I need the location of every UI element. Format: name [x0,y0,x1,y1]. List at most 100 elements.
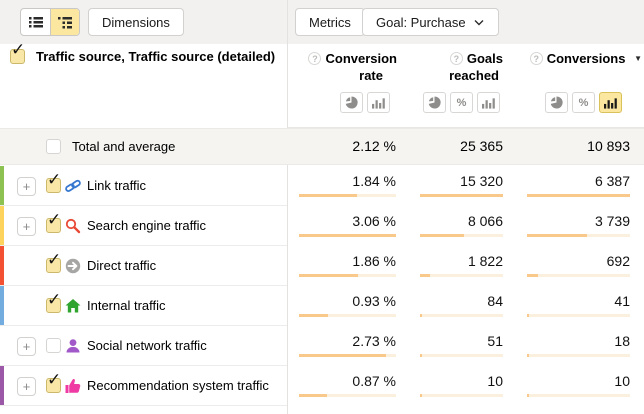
metric-bar-fill [299,274,358,277]
row-color-bar [0,206,4,245]
goals-reached-display-toggles: % [423,92,500,113]
metric-cell: 41 [527,286,630,326]
metric-cell: 84 [420,286,503,326]
metric-cell: 0.93 % [299,286,396,326]
metric-value: 0.87 % [352,373,396,389]
metric-cell: 1 822 [420,246,503,286]
metric-bar-fill [527,354,529,357]
row-label[interactable]: Recommendation system traffic [87,378,269,393]
chevron-down-icon [473,15,485,30]
expand-button[interactable]: + [17,377,36,396]
percent-icon: % [578,96,589,109]
dimension-header-label: Traffic source, Traffic source (detailed… [36,49,276,64]
metric-value: 51 [487,333,503,349]
metric-bar-track [299,354,396,357]
metric-bar-track [527,354,630,357]
row-checkbox[interactable]: ✓ [46,210,61,233]
help-icon[interactable]: ? [308,52,322,65]
pie-chart-button[interactable] [545,92,568,113]
metric-bar-fill [420,194,503,197]
metric-cell: 3 739 [527,206,630,246]
bar-chart-button[interactable] [367,92,390,113]
metric-bar-fill [299,234,396,237]
table-row: + ✓ Social network traffic 2.73 % 51 18 [0,326,644,366]
row-checkbox[interactable]: ✓ [46,170,61,193]
dimension-header: ✓ Traffic source, Traffic source (detaile… [10,41,276,66]
column-header-conversion-rate[interactable]: ? Conversion rate [290,50,397,84]
metric-bar-track [527,194,630,197]
metric-bar-track [420,234,503,237]
metric-cell: 2.73 % [299,326,396,366]
metric-bar-fill [420,274,430,277]
help-icon[interactable]: ? [449,52,463,65]
home-icon [65,298,81,314]
row-checkbox[interactable]: ✓ [46,290,61,313]
row-label[interactable]: Direct traffic [87,258,157,273]
sort-desc-icon: ▼ [634,54,642,63]
row-checkbox[interactable]: ✓ [46,338,61,353]
column-title: Goals [466,51,503,66]
view-toggle [20,8,80,36]
total-label: Total and average [72,139,176,154]
metric-bar-track [420,394,503,397]
table-row: ✓ Direct traffic 1.86 % 1 822 692 [0,246,644,286]
tree-view-button[interactable] [50,9,79,35]
table-row: + ✓ Link traffic 1.84 % 15 320 6 387 [0,166,644,206]
goal-dropdown-label: Goal: Purchase [376,14,466,30]
column-title: Conversion [325,51,397,66]
metric-bar-fill [420,314,422,317]
metric-bar-track [299,194,396,197]
bar-chart-button[interactable] [477,92,500,113]
total-conversion-rate: 2.12 % [352,138,396,154]
metric-value: 0.93 % [352,293,396,309]
link-icon [65,178,81,194]
pie-chart-button[interactable] [423,92,446,113]
toolbar: Dimensions Metrics Goal: Purchase [0,0,644,44]
column-header-goals-reached[interactable]: ? Goals reached [406,50,503,84]
bar-chart-button-active[interactable] [599,92,622,113]
percent-button[interactable]: % [450,92,473,113]
metric-value: 15 320 [460,173,503,189]
row-color-bar [0,246,4,285]
person-icon [65,338,81,354]
expand-button[interactable]: + [17,337,36,356]
metric-cell: 51 [420,326,503,366]
metric-cell: 6 387 [527,166,630,206]
header-divider [288,127,644,128]
metric-value: 2.73 % [352,333,396,349]
row-label[interactable]: Search engine traffic [87,218,206,233]
row-left-panel: + ✓ Social network traffic [0,326,287,366]
metric-bar-track [527,234,630,237]
row-label[interactable]: Internal traffic [87,298,166,313]
row-left-panel: + ✓ Recommendation system traffic [0,366,287,406]
metric-value: 1.84 % [352,173,396,189]
search-icon [65,218,81,234]
metric-value: 692 [606,253,630,269]
column-header-conversions[interactable]: ? Conversions ▼ [514,50,642,67]
percent-button[interactable]: % [572,92,595,113]
row-checkbox[interactable]: ✓ [46,250,61,273]
metric-bar-track [299,314,396,317]
metrics-button[interactable]: Metrics [295,8,365,36]
metric-bar-fill [527,194,630,197]
row-color-bar [0,286,4,325]
metric-bar-track [527,314,630,317]
expand-button[interactable]: + [17,177,36,196]
dimension-checkbox[interactable]: ✓ [10,41,25,64]
row-left-panel: + ✓ Link traffic [0,166,287,206]
metric-cell: 1.84 % [299,166,396,206]
goal-dropdown[interactable]: Goal: Purchase [362,8,499,36]
row-label[interactable]: Link traffic [87,178,147,193]
total-checkbox[interactable]: ✓ [46,139,61,154]
metric-cell: 692 [527,246,630,286]
metric-cell: 8 066 [420,206,503,246]
dimensions-button[interactable]: Dimensions [88,8,184,36]
metric-bar-fill [527,234,587,237]
expand-button[interactable]: + [17,217,36,236]
list-view-button[interactable] [21,9,50,35]
row-checkbox[interactable]: ✓ [46,370,61,393]
metric-value: 18 [614,333,630,349]
pie-chart-button[interactable] [340,92,363,113]
help-icon[interactable]: ? [529,52,543,65]
row-label[interactable]: Social network traffic [87,338,207,353]
